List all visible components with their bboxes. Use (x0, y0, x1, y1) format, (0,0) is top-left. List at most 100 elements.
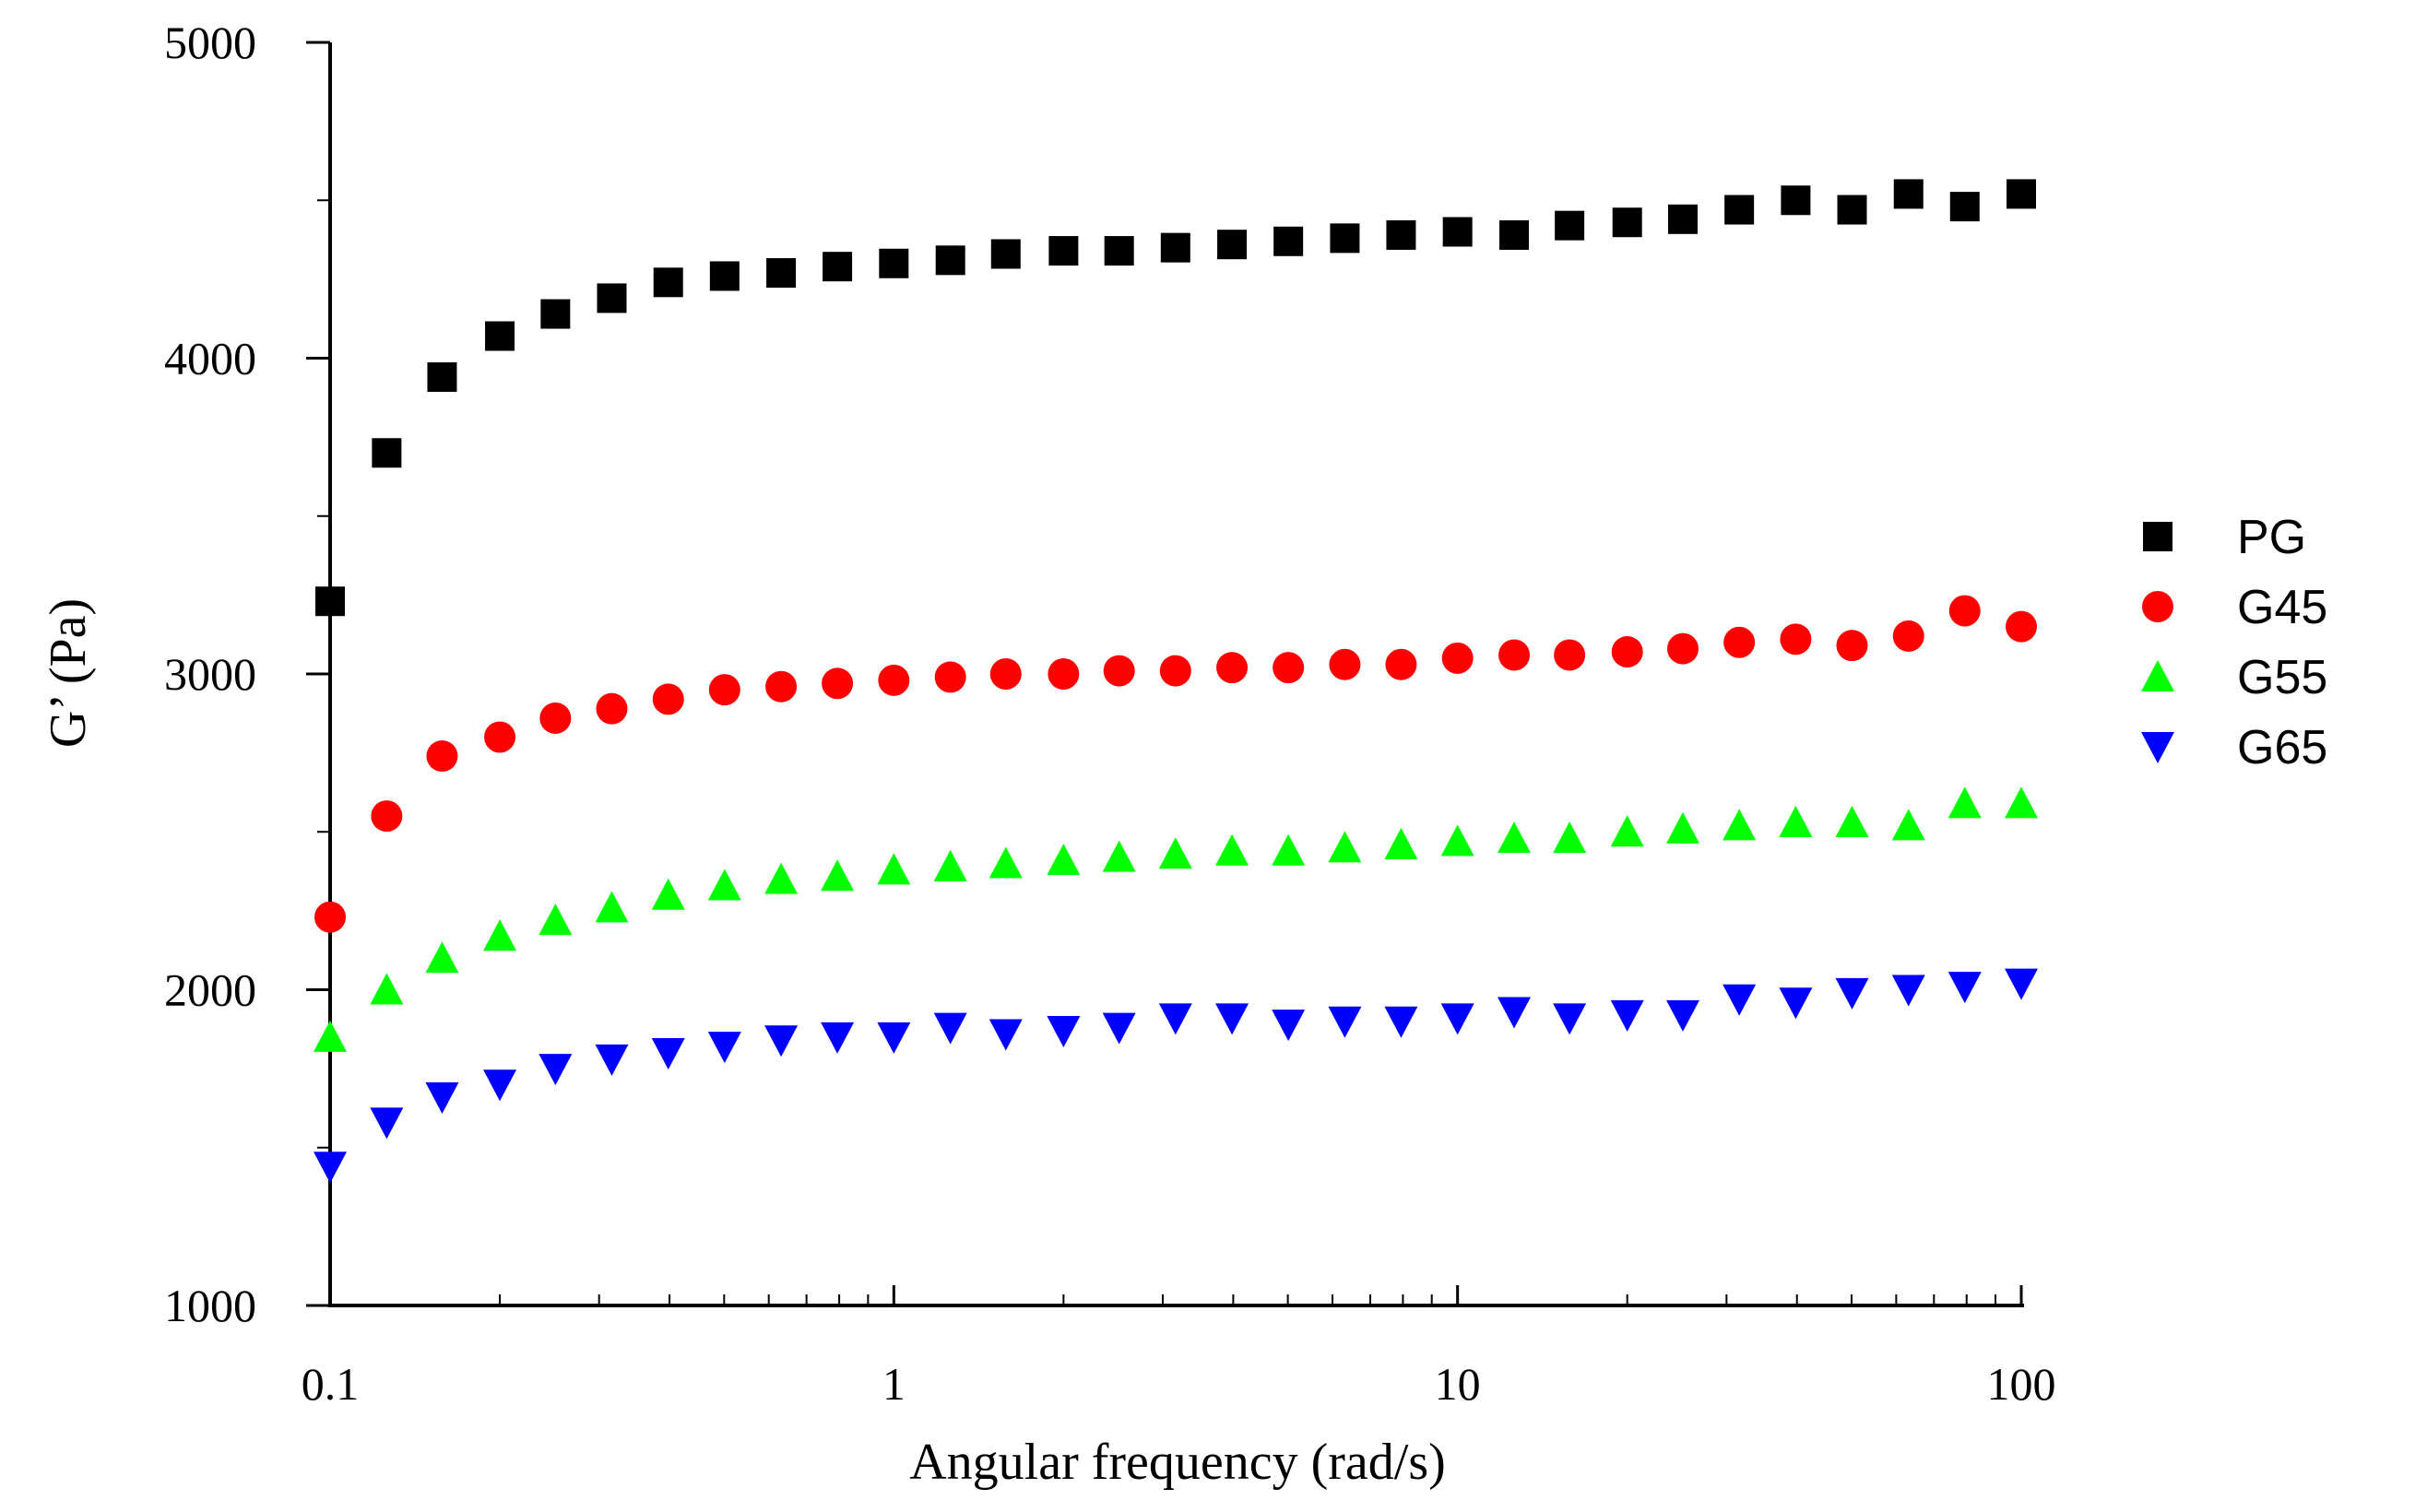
data-point-g65 (1272, 1010, 1306, 1042)
data-point-pg (1668, 204, 1699, 234)
data-point-g65 (539, 1054, 573, 1086)
data-point-g55 (1440, 824, 1474, 856)
data-point-g45 (652, 683, 684, 715)
data-point-g45 (1498, 639, 1531, 671)
data-point-pg (485, 321, 515, 351)
data-point-g65 (989, 1019, 1023, 1051)
data-point-g55 (1215, 833, 1249, 866)
y-tick-label: 4000 (164, 333, 256, 384)
data-point-g65 (2005, 968, 2038, 1000)
data-point-g45 (1441, 642, 1474, 674)
data-point-g45 (1554, 639, 1586, 671)
data-point-g65 (1498, 997, 1532, 1029)
legend-item-g45: G45 (2142, 581, 2327, 634)
data-point-g55 (483, 919, 517, 951)
series-g55 (314, 786, 2038, 1052)
data-points (314, 179, 2038, 1184)
data-point-g65 (821, 1022, 855, 1054)
data-point-g65 (370, 1107, 404, 1140)
data-point-g45 (1048, 658, 1080, 690)
data-point-g55 (1835, 805, 1869, 837)
data-point-g45 (878, 664, 910, 696)
data-point-pg (1724, 195, 1755, 225)
data-point-g65 (1440, 1003, 1474, 1035)
data-point-g45 (765, 670, 798, 703)
series-pg (315, 179, 2036, 617)
data-point-g65 (1328, 1006, 1362, 1038)
data-point-g55 (1948, 786, 1982, 819)
legend-item-g55: G55 (2141, 651, 2327, 704)
data-point-g65 (1891, 975, 1925, 1007)
legend-marker-g55 (2141, 660, 2174, 691)
data-point-g45 (2006, 610, 2037, 643)
data-point-g55 (821, 859, 855, 892)
data-point-g55 (1047, 844, 1081, 876)
data-point-pg (1781, 185, 1811, 216)
data-point-g55 (595, 891, 629, 923)
data-point-g45 (371, 800, 403, 833)
data-point-g45 (596, 692, 628, 725)
data-point-pg (1949, 192, 1980, 222)
data-point-pg (1893, 179, 1924, 209)
data-point-g55 (1384, 827, 1418, 859)
data-point-pg (1048, 236, 1079, 266)
data-point-g55 (1779, 805, 1813, 837)
y-tick-label: 3000 (164, 648, 256, 700)
legend-label-g55: G55 (2237, 651, 2327, 704)
data-point-g45 (822, 667, 854, 700)
data-point-g45 (1892, 620, 1924, 652)
data-point-g55 (1158, 837, 1192, 869)
data-point-g55 (1610, 815, 1644, 847)
data-point-g55 (1723, 809, 1757, 841)
data-point-pg (1499, 219, 1530, 250)
data-point-pg (1273, 226, 1304, 256)
data-point-g45 (484, 721, 516, 753)
data-point-g45 (934, 661, 966, 693)
data-point-g45 (1216, 652, 1249, 684)
data-point-g65 (1723, 984, 1757, 1016)
data-point-g55 (933, 849, 967, 881)
data-point-g45 (1329, 648, 1361, 680)
data-point-pg (1386, 219, 1416, 250)
data-point-g45 (1385, 648, 1417, 680)
data-point-g45 (1667, 632, 1699, 665)
data-point-g55 (651, 878, 685, 910)
data-point-g45 (1948, 595, 1981, 627)
data-point-g55 (314, 1020, 347, 1052)
data-point-pg (1442, 217, 1473, 247)
data-point-g45 (426, 740, 458, 773)
data-point-g55 (539, 904, 573, 936)
x-tick-label: 10 (1435, 1358, 1481, 1410)
data-point-g65 (483, 1069, 517, 1102)
x-tick-label: 100 (1987, 1358, 2056, 1410)
data-point-g45 (1780, 623, 1812, 656)
data-point-g65 (1610, 999, 1644, 1032)
data-point-g55 (1666, 811, 1700, 844)
data-point-g45 (314, 901, 346, 933)
x-tick-label: 0.1 (302, 1358, 360, 1410)
data-point-g55 (1328, 831, 1362, 863)
data-point-g65 (1102, 1012, 1136, 1045)
data-point-g45 (1836, 630, 1868, 662)
data-point-g45 (708, 674, 740, 706)
data-point-pg (1555, 210, 1585, 241)
data-point-g65 (1215, 1003, 1249, 1035)
data-point-g55 (1553, 821, 1587, 854)
legend: PG G45 G55 G65 (2141, 511, 2327, 774)
data-point-g45 (989, 658, 1022, 690)
data-point-g65 (1047, 1016, 1081, 1048)
x-axis-title: Angular frequency (rad/s) (909, 1434, 1446, 1491)
legend-item-pg: PG (2143, 511, 2306, 564)
data-point-g65 (1553, 1003, 1587, 1035)
data-point-g45 (1273, 652, 1305, 684)
data-point-g45 (1723, 626, 1756, 658)
data-point-pg (315, 586, 345, 617)
legend-marker-g65 (2141, 732, 2174, 763)
data-point-g65 (1835, 977, 1869, 1010)
data-point-pg (1160, 232, 1190, 263)
y-ticks: 1000 2000 3000 4000 5000 (164, 17, 330, 1331)
data-point-pg (597, 283, 627, 313)
data-point-g65 (1666, 999, 1700, 1032)
data-point-pg (2007, 179, 2036, 209)
